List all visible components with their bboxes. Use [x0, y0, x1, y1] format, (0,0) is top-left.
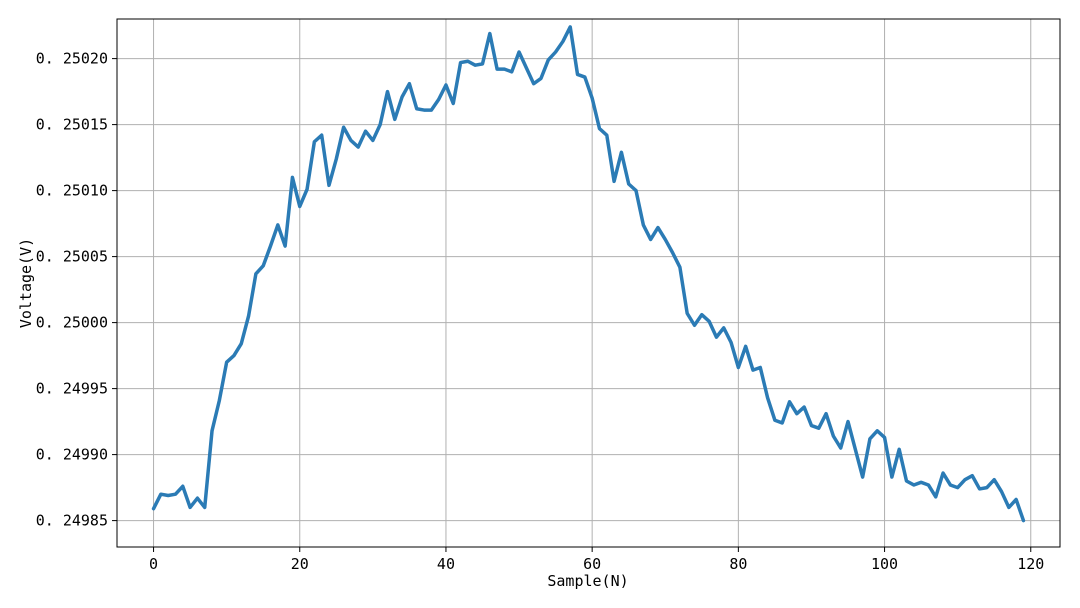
y-axis-label: Voltage(V)	[17, 238, 35, 328]
y-tick-label: 0. 24990	[36, 446, 108, 464]
y-tick-label: 0. 24985	[36, 512, 108, 530]
x-tick-label: 120	[1017, 555, 1044, 573]
x-tick-label: 40	[437, 555, 455, 573]
y-tick-label: 0. 25020	[36, 50, 108, 68]
x-axis-label: Sample(N)	[547, 572, 628, 590]
y-tick-label: 0. 24995	[36, 380, 108, 398]
y-tick-label: 0. 25005	[36, 248, 108, 266]
y-tick-label: 0. 25015	[36, 116, 108, 134]
x-tick-label: 60	[583, 555, 601, 573]
x-tick-label: 100	[871, 555, 898, 573]
axis-ticks: 0 20 40 60 80 100 120 0. 24985 0. 24990 0. 24995 0…	[36, 50, 1045, 573]
grid-lines	[117, 19, 1060, 547]
x-tick-label: 0	[149, 555, 158, 573]
y-tick-label: 0. 25000	[36, 314, 108, 332]
y-tick-label: 0. 25010	[36, 182, 108, 200]
plot-frame	[116, 18, 1061, 548]
plot-area	[151, 25, 1026, 523]
x-tick-label: 20	[291, 555, 309, 573]
x-tick-label: 80	[729, 555, 747, 573]
voltage-series-line	[151, 25, 1026, 523]
